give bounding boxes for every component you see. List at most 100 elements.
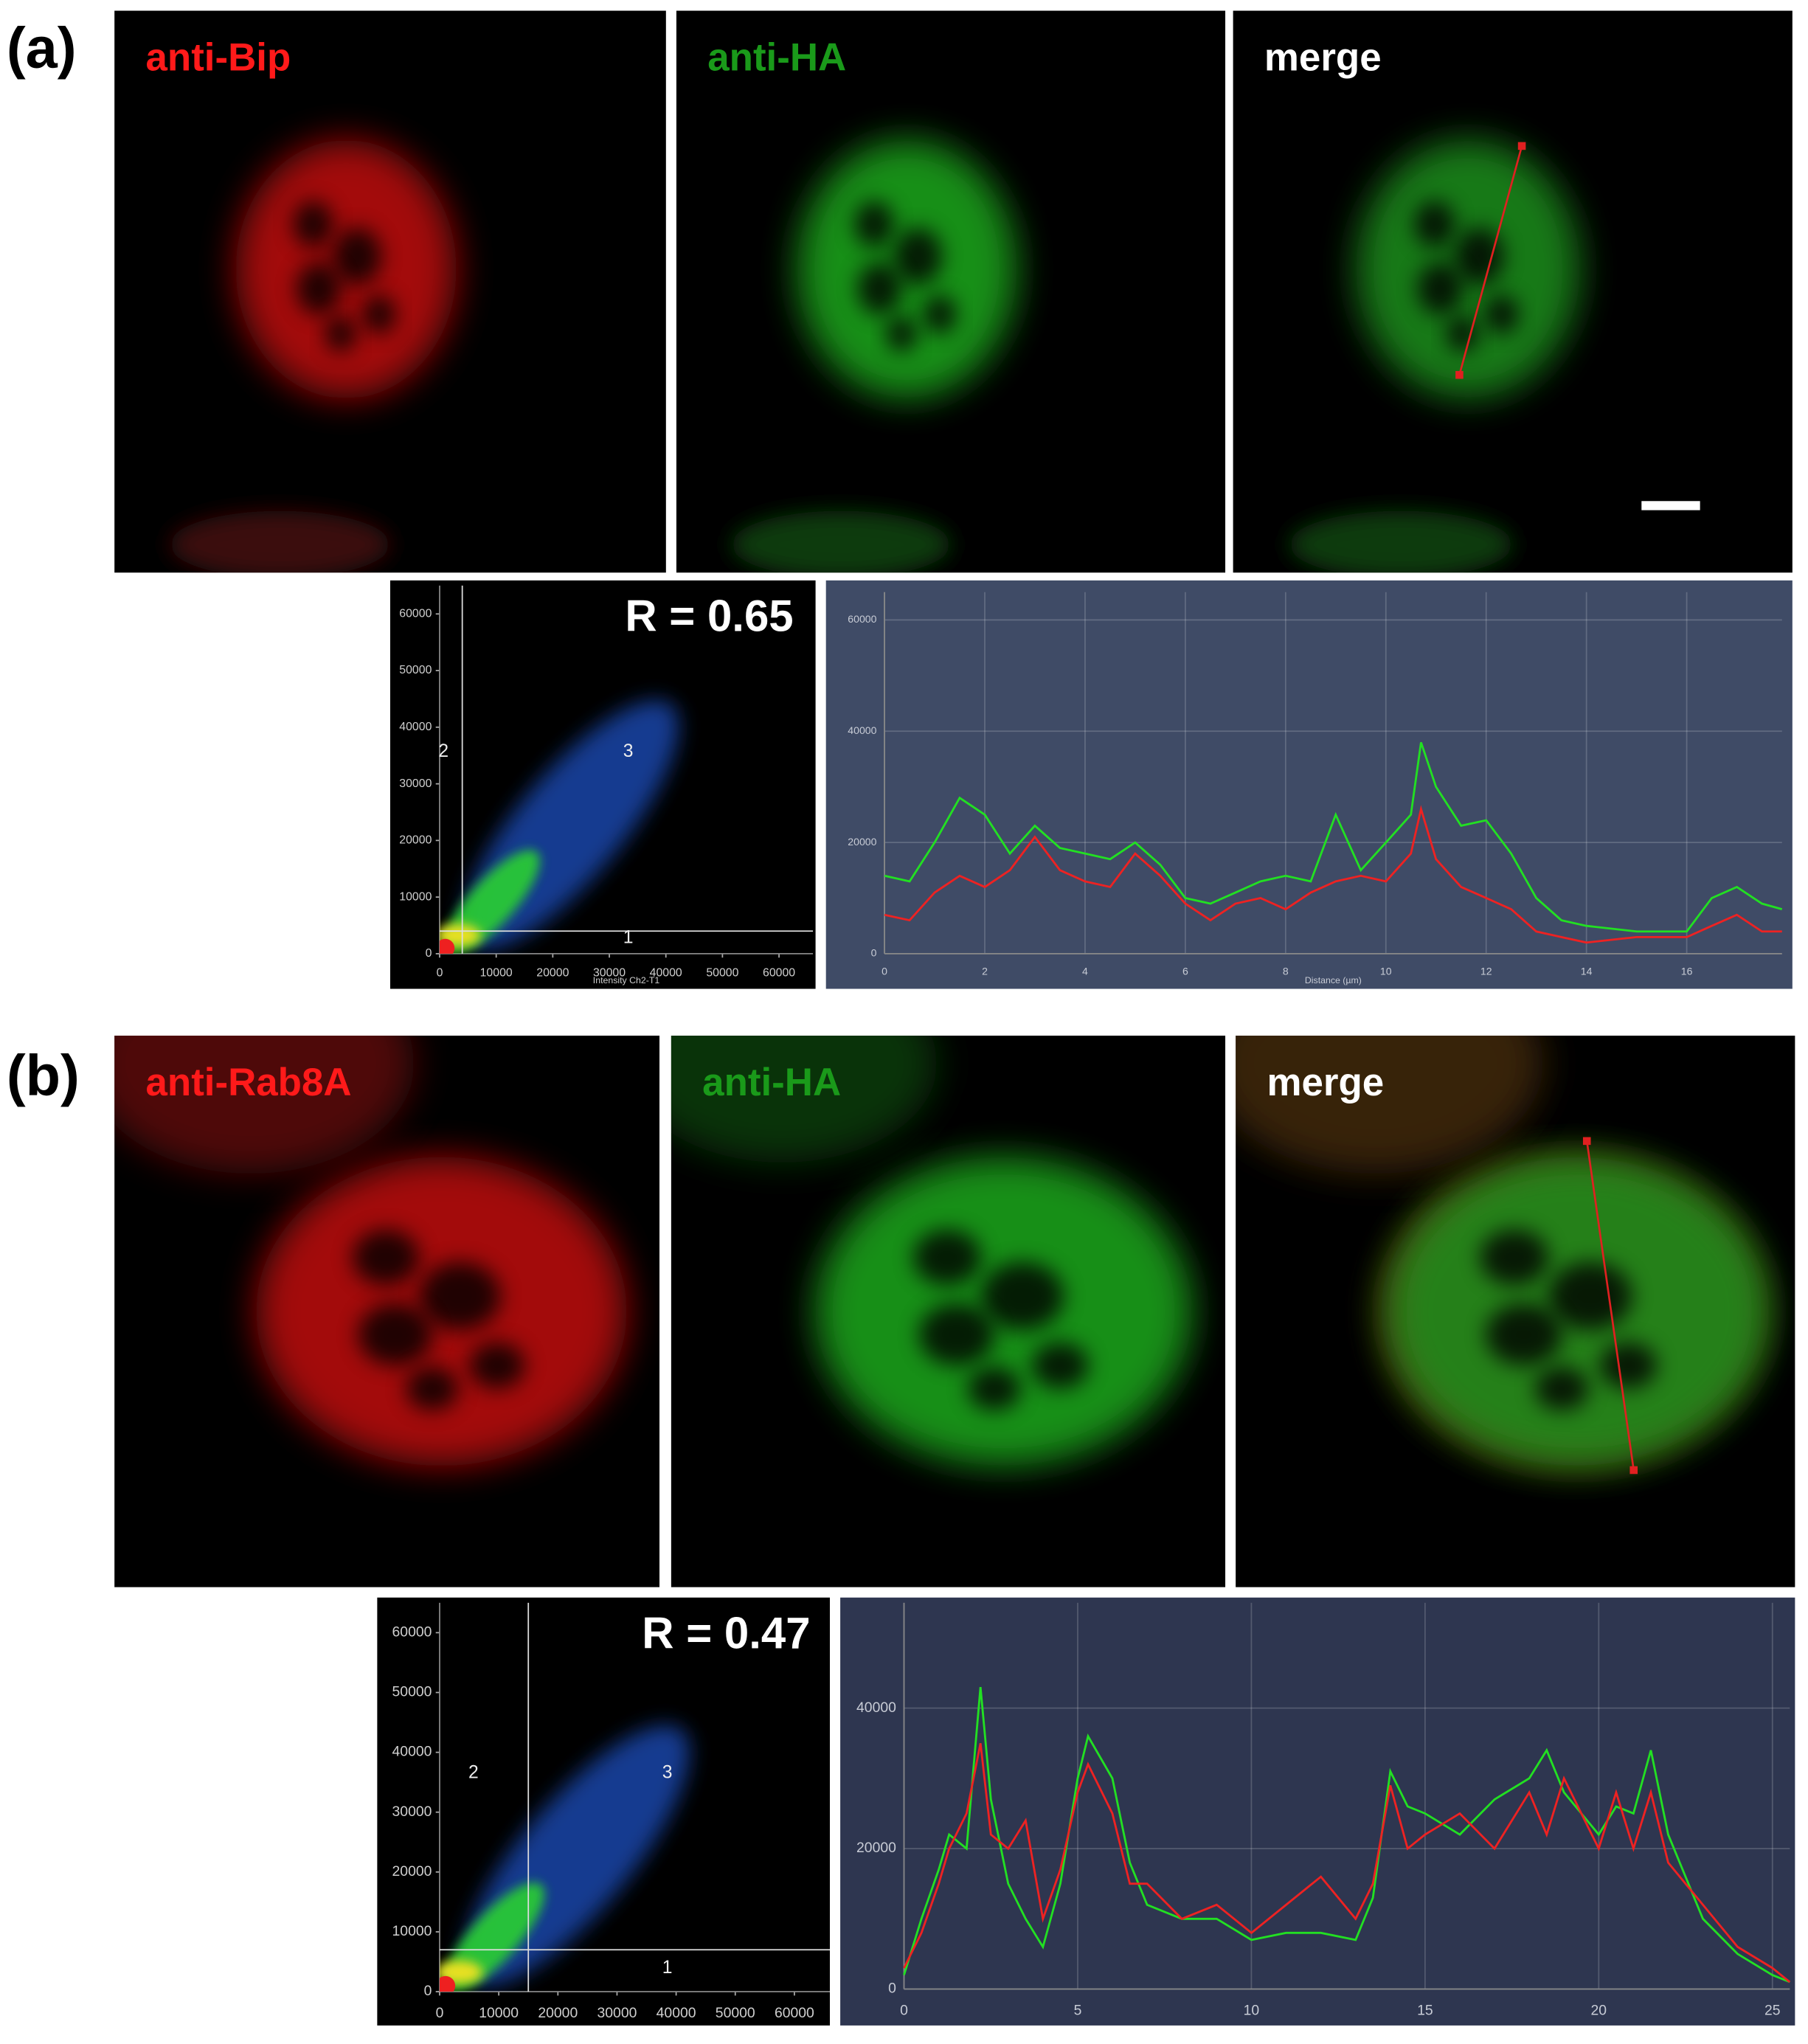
quadrant-label: 3 bbox=[662, 1762, 673, 1782]
y-tick-label: 10000 bbox=[399, 890, 432, 903]
channel-label: anti-Rab8A bbox=[145, 1061, 351, 1104]
y-tick-label: 30000 bbox=[399, 777, 432, 790]
channel-label: anti-HA bbox=[707, 36, 846, 80]
x-tick-label: 25 bbox=[1764, 2003, 1781, 2019]
cell-void bbox=[1414, 201, 1455, 248]
cell bbox=[169, 139, 457, 573]
cell-void bbox=[854, 201, 894, 248]
micrograph: anti-HA bbox=[671, 1036, 1226, 1587]
x-tick-label: 12 bbox=[1480, 965, 1492, 977]
x-tick-label: 5 bbox=[1074, 2003, 1082, 2019]
x-tick-label: 40000 bbox=[650, 967, 682, 980]
cell-void bbox=[1548, 1261, 1632, 1330]
neighbor-cell bbox=[114, 1036, 415, 1174]
cell-void bbox=[1480, 1229, 1549, 1286]
x-tick-label: 0 bbox=[437, 967, 443, 980]
chart: 0 2 4 6 8 10 12 14 16 0 20000 40000 60000 Distance (µ… bbox=[825, 580, 1793, 989]
neighbor-cell bbox=[671, 1036, 938, 1163]
cell bbox=[114, 1036, 627, 1466]
x-tick-label: 30000 bbox=[598, 2005, 637, 2021]
cell-void bbox=[912, 1229, 981, 1286]
x-tick-label: 50000 bbox=[706, 967, 738, 980]
y-tick-label: 20000 bbox=[399, 834, 432, 847]
profile-end bbox=[1629, 1466, 1638, 1475]
y-tick-label: 50000 bbox=[399, 664, 432, 676]
cell-void bbox=[1417, 263, 1463, 315]
x-tick-label: 50000 bbox=[716, 2005, 755, 2021]
profile-series bbox=[884, 741, 1783, 933]
x-tick-label: 20000 bbox=[536, 967, 569, 980]
channel-label: anti-HA bbox=[702, 1061, 841, 1104]
cell-void bbox=[358, 1303, 432, 1366]
chart: 0 10000 20000 30000 40000 50000 60000 0 10000 200… bbox=[389, 580, 816, 989]
y-tick-label: 20000 bbox=[392, 1863, 432, 1880]
cell-void bbox=[1599, 1342, 1658, 1389]
correlation-label: R = 0.65 bbox=[625, 592, 793, 641]
cell-void bbox=[296, 263, 341, 315]
y-tick-label: 50000 bbox=[392, 1684, 432, 1700]
x-axis-label: Intensity Ch2-T1 bbox=[593, 975, 660, 985]
profile-series bbox=[903, 1742, 1791, 1984]
y-tick-label: 30000 bbox=[392, 1804, 432, 1820]
quadrant-label: 2 bbox=[468, 1762, 479, 1782]
y-tick-label: 40000 bbox=[392, 1744, 432, 1760]
cell-void bbox=[293, 201, 333, 248]
panel-label: (a) bbox=[7, 16, 77, 80]
x-tick-label: 10000 bbox=[480, 967, 513, 980]
x-tick-label: 10 bbox=[1244, 2003, 1260, 2019]
density-cloud bbox=[439, 1725, 690, 1992]
cell-void bbox=[968, 1367, 1021, 1410]
chart-background bbox=[840, 1597, 1795, 2026]
y-tick-label: 60000 bbox=[392, 1624, 432, 1640]
cell bbox=[1236, 1036, 1770, 1466]
y-tick-label: 40000 bbox=[856, 1700, 896, 1716]
cell-void bbox=[980, 1261, 1064, 1330]
quadrant-label: 2 bbox=[438, 741, 448, 761]
y-tick-label: 0 bbox=[426, 947, 432, 960]
y-tick-label: 40000 bbox=[399, 721, 432, 733]
cell-void bbox=[893, 227, 943, 285]
cell-void bbox=[1535, 1367, 1589, 1410]
cell bbox=[671, 1036, 1192, 1466]
x-tick-label: 30000 bbox=[593, 967, 626, 980]
x-tick-label: 0 bbox=[436, 2005, 444, 2021]
x-tick-label: 14 bbox=[1581, 965, 1593, 977]
cell-void bbox=[1447, 316, 1478, 353]
cell-void bbox=[469, 1342, 525, 1389]
panel-label: (b) bbox=[7, 1044, 80, 1107]
profile-end bbox=[1517, 142, 1526, 150]
channel-label: merge bbox=[1264, 36, 1382, 80]
density-red bbox=[439, 1975, 456, 1992]
cell-void bbox=[857, 263, 902, 315]
micrograph: merge bbox=[1233, 10, 1793, 573]
x-tick-label: 16 bbox=[1681, 965, 1693, 977]
lower-cell bbox=[731, 510, 951, 573]
micrograph: anti-Rab8A bbox=[114, 1036, 659, 1587]
cell bbox=[1289, 139, 1580, 573]
y-tick-label: 60000 bbox=[848, 613, 876, 625]
profile-line bbox=[1458, 145, 1523, 375]
cell-void bbox=[918, 1303, 994, 1366]
y-tick-label: 40000 bbox=[848, 724, 876, 736]
cell-void bbox=[1486, 1303, 1562, 1366]
x-tick-label: 2 bbox=[982, 965, 988, 977]
x-tick-label: 4 bbox=[1082, 965, 1088, 977]
x-tick-label: 6 bbox=[1182, 965, 1188, 977]
chart: 0 10000 20000 30000 40000 50000 60000 0 10000 200… bbox=[377, 1597, 830, 2026]
lower-cell bbox=[1289, 510, 1513, 573]
correlation-label: R = 0.47 bbox=[642, 1609, 810, 1658]
y-tick-label: 0 bbox=[888, 1981, 896, 1997]
cell-void bbox=[1031, 1342, 1089, 1389]
y-tick-label: 20000 bbox=[848, 836, 876, 848]
x-tick-label: 0 bbox=[900, 2003, 908, 2019]
x-tick-label: 10000 bbox=[479, 2005, 519, 2021]
x-axis-label: Distance (µm) bbox=[1305, 975, 1362, 985]
x-tick-label: 0 bbox=[882, 965, 887, 977]
x-tick-label: 20000 bbox=[538, 2005, 578, 2021]
x-tick-label: 60000 bbox=[763, 967, 795, 980]
y-tick-label: 0 bbox=[424, 1983, 432, 1999]
cell-void bbox=[325, 316, 356, 353]
cell-void bbox=[923, 294, 957, 334]
cell-void bbox=[886, 316, 917, 353]
micrograph: anti-Bip bbox=[114, 10, 666, 573]
